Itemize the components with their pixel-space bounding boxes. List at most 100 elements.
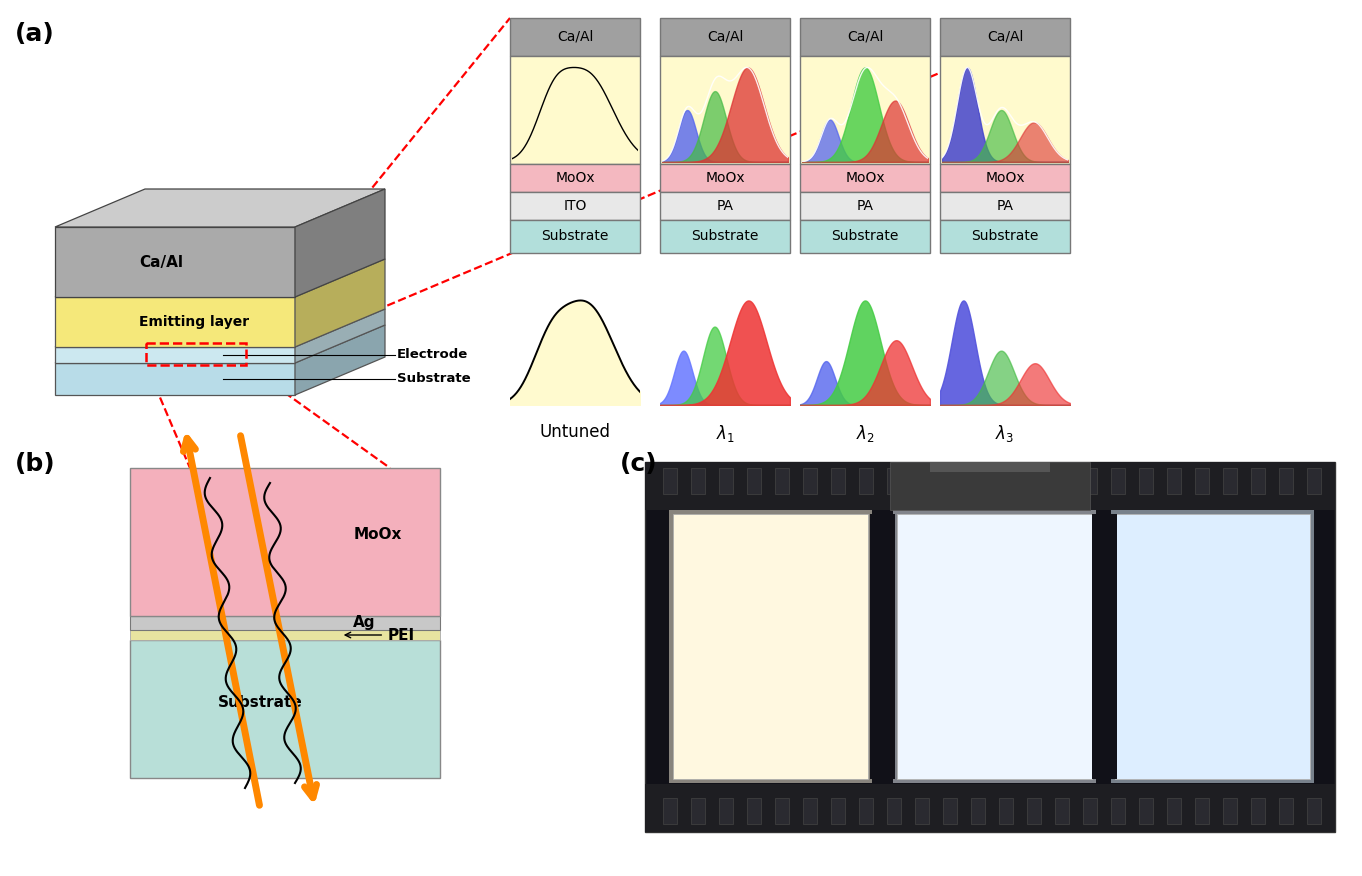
Text: MoOx: MoOx: [353, 527, 402, 542]
Bar: [804, 468, 817, 494]
Bar: [1083, 468, 1096, 494]
Bar: [799, 220, 930, 253]
Bar: [661, 164, 790, 192]
Text: ITO: ITO: [564, 199, 587, 213]
Bar: [1167, 798, 1181, 824]
Bar: [673, 514, 868, 779]
Bar: [1194, 468, 1209, 494]
Bar: [1252, 798, 1265, 824]
Bar: [1308, 468, 1321, 494]
Bar: [719, 798, 733, 824]
Text: MoOx: MoOx: [846, 171, 885, 185]
Text: Substrate: Substrate: [396, 372, 471, 385]
Text: (c): (c): [620, 452, 658, 476]
Bar: [940, 192, 1071, 220]
Bar: [831, 468, 844, 494]
Bar: [998, 468, 1013, 494]
Bar: [663, 798, 677, 824]
Text: PA: PA: [857, 199, 873, 213]
Bar: [129, 616, 440, 630]
Text: PA: PA: [997, 199, 1013, 213]
Bar: [887, 468, 902, 494]
Bar: [1308, 798, 1321, 824]
Text: $\lambda_3$: $\lambda_3$: [996, 423, 1015, 444]
Bar: [940, 164, 1071, 192]
Bar: [1115, 514, 1310, 779]
Bar: [804, 798, 817, 824]
Bar: [663, 468, 677, 494]
Bar: [943, 798, 957, 824]
Bar: [1115, 514, 1310, 779]
Polygon shape: [54, 325, 385, 363]
Bar: [915, 468, 929, 494]
Bar: [893, 510, 1096, 783]
Bar: [870, 514, 895, 779]
Bar: [1111, 468, 1125, 494]
Bar: [1027, 468, 1041, 494]
Bar: [661, 220, 790, 253]
Text: Substrate: Substrate: [831, 230, 899, 244]
Bar: [859, 468, 873, 494]
Bar: [859, 798, 873, 824]
Bar: [661, 18, 790, 56]
Bar: [775, 798, 789, 824]
Text: Substrate: Substrate: [692, 230, 759, 244]
Bar: [889, 462, 1090, 510]
Bar: [898, 514, 1092, 779]
Bar: [1083, 798, 1096, 824]
Bar: [509, 164, 640, 192]
Bar: [930, 462, 1050, 472]
Bar: [646, 784, 1335, 832]
Bar: [719, 468, 733, 494]
Text: PEI: PEI: [387, 627, 414, 642]
Bar: [1167, 468, 1181, 494]
Bar: [1139, 798, 1154, 824]
Bar: [661, 56, 790, 164]
Text: Ag: Ag: [353, 616, 376, 631]
Bar: [669, 510, 872, 783]
Text: Ca/Al: Ca/Al: [707, 30, 744, 44]
Polygon shape: [296, 259, 385, 347]
Text: MoOx: MoOx: [985, 171, 1024, 185]
Text: Substrate: Substrate: [971, 230, 1039, 244]
Bar: [691, 798, 706, 824]
Bar: [1139, 468, 1154, 494]
Bar: [746, 468, 761, 494]
Bar: [746, 798, 761, 824]
Polygon shape: [54, 227, 296, 297]
Bar: [509, 18, 640, 56]
Text: Ca/Al: Ca/Al: [987, 30, 1023, 44]
Bar: [1194, 798, 1209, 824]
Bar: [943, 468, 957, 494]
Text: PA: PA: [716, 199, 734, 213]
Text: Substrate: Substrate: [541, 230, 609, 244]
Bar: [940, 220, 1071, 253]
Bar: [799, 56, 930, 164]
Text: Emitting layer: Emitting layer: [139, 315, 249, 329]
Bar: [799, 18, 930, 56]
Bar: [940, 56, 1071, 164]
Bar: [1279, 798, 1293, 824]
Text: Substrate: Substrate: [218, 695, 302, 710]
Polygon shape: [296, 309, 385, 363]
Bar: [129, 640, 440, 778]
Polygon shape: [54, 347, 296, 363]
Bar: [1056, 798, 1069, 824]
Bar: [775, 468, 789, 494]
Text: MoOx: MoOx: [556, 171, 595, 185]
Bar: [129, 468, 440, 616]
Text: $\lambda_2$: $\lambda_2$: [855, 423, 874, 444]
Bar: [887, 798, 902, 824]
Bar: [661, 192, 790, 220]
Text: (b): (b): [15, 452, 56, 476]
Bar: [1223, 798, 1237, 824]
Bar: [799, 164, 930, 192]
Bar: [1252, 468, 1265, 494]
Text: MoOx: MoOx: [706, 171, 745, 185]
Text: Electrode: Electrode: [396, 349, 469, 362]
Bar: [1111, 510, 1314, 783]
Polygon shape: [54, 309, 385, 347]
Bar: [509, 220, 640, 253]
Text: $\lambda_1$: $\lambda_1$: [715, 423, 734, 444]
Bar: [1279, 468, 1293, 494]
